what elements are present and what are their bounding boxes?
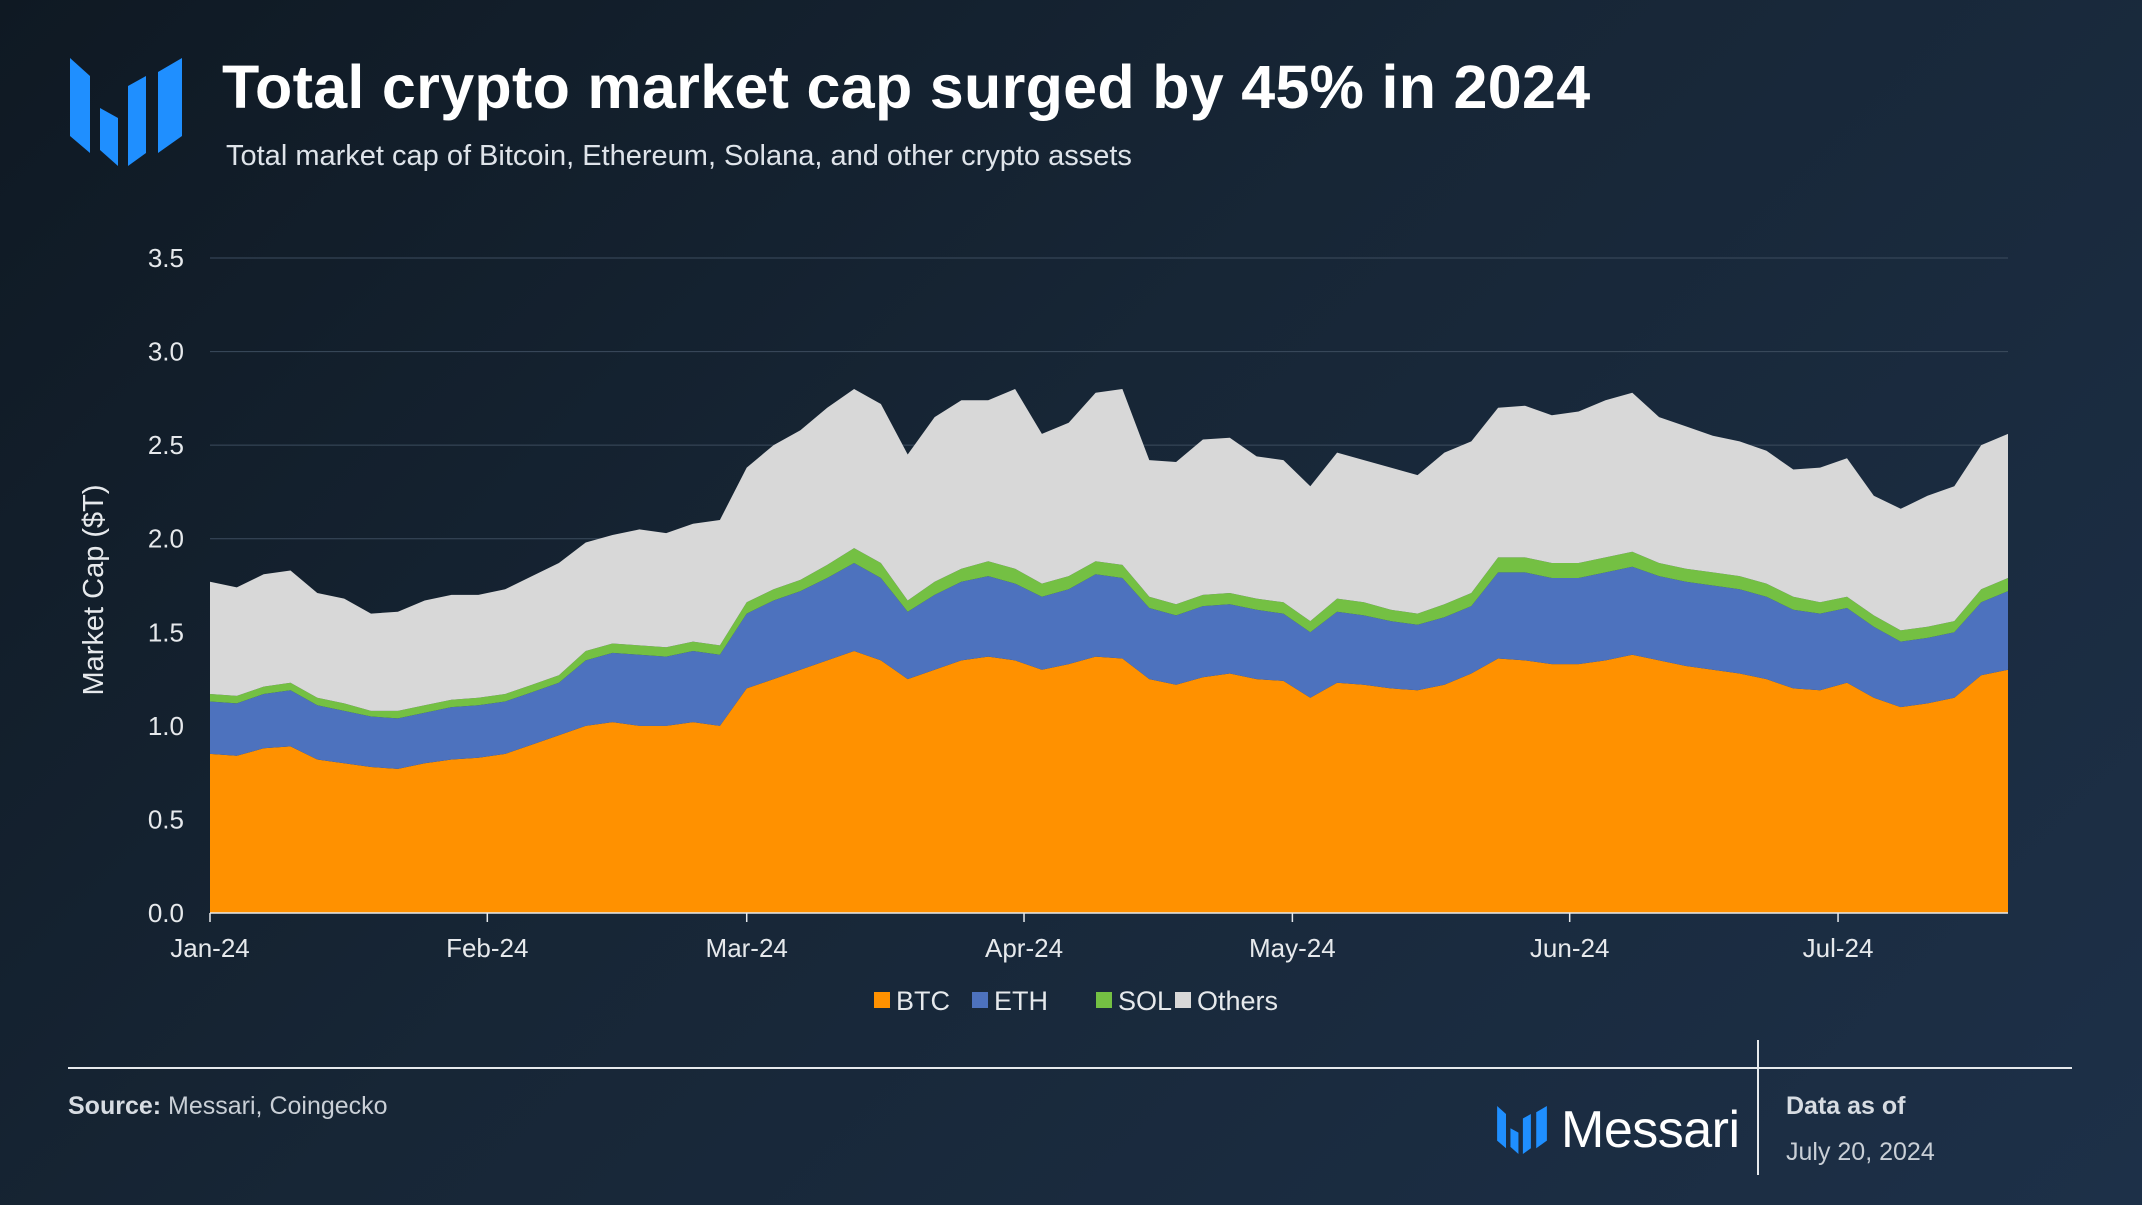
y-tick-label: 2.5 [148, 430, 184, 460]
source-label: Source: [68, 1092, 162, 1120]
x-tick-label: May-24 [1249, 933, 1336, 963]
area-btc [210, 651, 2008, 913]
legend-label-btc: BTC [896, 986, 950, 1016]
area-eth [210, 563, 2008, 769]
x-tick-label: Jan-24 [170, 933, 250, 963]
x-tick-label: Jun-24 [1530, 933, 1610, 963]
y-tick-label: 0.5 [148, 804, 184, 834]
y-tick-label: 3.0 [148, 337, 184, 367]
x-tick-label: Jul-24 [1803, 933, 1874, 963]
area-others [210, 389, 2008, 711]
brand-name: Messari [1561, 1101, 1740, 1159]
y-tick-label: 2.0 [148, 524, 184, 554]
area-layer [210, 389, 2008, 913]
source-note: Source: Messari, Coingecko [68, 1092, 388, 1121]
x-tick-label: Apr-24 [985, 933, 1063, 963]
data-as-of-date: July 20, 2024 [1786, 1138, 1935, 1166]
y-tick-label: 3.5 [148, 243, 184, 273]
footer-vertical-divider [1757, 1040, 1759, 1175]
chart-subtitle: Total market cap of Bitcoin, Ethereum, S… [226, 140, 1132, 172]
x-tick-label: Mar-24 [706, 933, 788, 963]
legend-label-sol: SOL [1118, 986, 1172, 1016]
messari-logo-icon [70, 58, 182, 166]
y-tick-label: 1.0 [148, 711, 184, 741]
y-axis-label: Market Cap ($T) [78, 484, 110, 695]
messari-brand-icon [1497, 1106, 1547, 1154]
brand-logo: Messari [1497, 1100, 1740, 1160]
legend-swatch-sol [1096, 992, 1112, 1008]
legend-swatch-others [1175, 992, 1191, 1008]
chart-title: Total crypto market cap surged by 45% in… [222, 53, 1591, 121]
legend-swatch-eth [972, 992, 988, 1008]
y-tick-label: 1.5 [148, 617, 184, 647]
legend: BTC ETH SOL Others [874, 986, 1278, 1016]
legend-label-others: Others [1197, 986, 1278, 1016]
legend-swatch-btc [874, 992, 890, 1008]
footer-divider [68, 1067, 2072, 1069]
y-tick-label: 0.0 [148, 898, 184, 928]
axes: 0.0 0.5 1.0 1.5 2.0 2.5 3.0 3.5 Jan-24 Feb-24 Mar-… [148, 243, 2008, 963]
legend-label-eth: ETH [994, 986, 1048, 1016]
source-text: Messari, Coingecko [168, 1092, 388, 1120]
data-as-of-label: Data as of [1786, 1092, 1906, 1120]
x-tick-label: Feb-24 [446, 933, 528, 963]
